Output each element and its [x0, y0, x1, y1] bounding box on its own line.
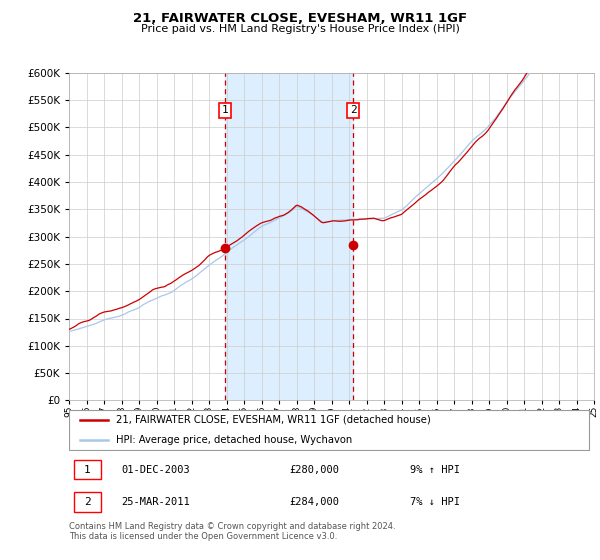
Text: £280,000: £280,000: [290, 465, 340, 475]
Text: HPI: Average price, detached house, Wychavon: HPI: Average price, detached house, Wych…: [116, 435, 353, 445]
Text: 25-MAR-2011: 25-MAR-2011: [121, 497, 190, 507]
Text: 9% ↑ HPI: 9% ↑ HPI: [410, 465, 460, 475]
FancyBboxPatch shape: [74, 460, 101, 479]
Text: 01-DEC-2003: 01-DEC-2003: [121, 465, 190, 475]
Text: 21, FAIRWATER CLOSE, EVESHAM, WR11 1GF (detached house): 21, FAIRWATER CLOSE, EVESHAM, WR11 1GF (…: [116, 415, 431, 424]
Text: 2: 2: [350, 105, 356, 115]
FancyBboxPatch shape: [69, 410, 589, 450]
Text: £284,000: £284,000: [290, 497, 340, 507]
Text: 2: 2: [84, 497, 91, 507]
Text: Price paid vs. HM Land Registry's House Price Index (HPI): Price paid vs. HM Land Registry's House …: [140, 24, 460, 34]
FancyBboxPatch shape: [74, 492, 101, 512]
Text: Contains HM Land Registry data © Crown copyright and database right 2024.
This d: Contains HM Land Registry data © Crown c…: [69, 522, 395, 542]
Text: 21, FAIRWATER CLOSE, EVESHAM, WR11 1GF: 21, FAIRWATER CLOSE, EVESHAM, WR11 1GF: [133, 12, 467, 25]
Text: 1: 1: [84, 465, 91, 475]
Bar: [225, 73, 353, 400]
Text: 7% ↓ HPI: 7% ↓ HPI: [410, 497, 460, 507]
Text: 1: 1: [221, 105, 229, 115]
